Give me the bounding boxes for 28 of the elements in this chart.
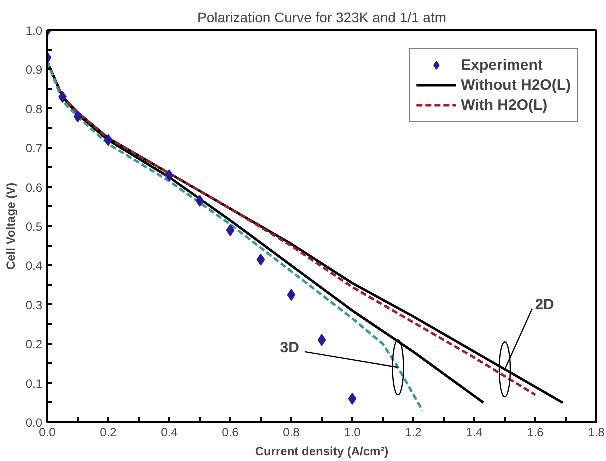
chart-title: Polarization Curve for 323K and 1/1 atm — [197, 10, 447, 26]
annotation: 3D — [280, 340, 300, 357]
x-tick-label: 0.8 — [283, 426, 300, 440]
x-tick-label: 0.6 — [222, 426, 240, 440]
x-tick-label: 1.4 — [466, 426, 484, 440]
y-tick-label: 0.6 — [26, 180, 43, 195]
x-tick-label: 0.4 — [161, 426, 178, 440]
x-tick-label: 1.2 — [405, 426, 422, 440]
x-tick-label: 0.0 — [39, 426, 56, 440]
annotation: 2D — [535, 296, 555, 314]
y-tick-label: 1.0 — [26, 24, 43, 38]
x-tick-label: 1.8 — [588, 426, 606, 440]
legend-label: With H2O(L) — [461, 96, 548, 114]
x-tick-label: 1.0 — [344, 426, 362, 440]
y-tick-label: 0.1 — [26, 376, 43, 391]
x-tick-label: 0.2 — [100, 426, 118, 440]
y-tick-label: 0.3 — [26, 298, 43, 312]
legend-label: Without H2O(L) — [461, 76, 571, 94]
y-tick-label: 0.7 — [26, 142, 43, 156]
x-tick-label: 1.6 — [527, 426, 544, 440]
x-axis-title: Current density (A/cm²) — [255, 444, 389, 458]
y-tick-label: 0.9 — [26, 63, 43, 78]
y-tick-label: 0.4 — [26, 259, 43, 274]
legend-label: Experiment — [461, 56, 543, 74]
y-tick-label: 0.2 — [26, 338, 43, 352]
y-tick-label: 0.5 — [26, 220, 43, 234]
y-tick-label: 0.8 — [26, 102, 43, 116]
y-axis-title: Cell Voltage (V) — [4, 182, 18, 270]
